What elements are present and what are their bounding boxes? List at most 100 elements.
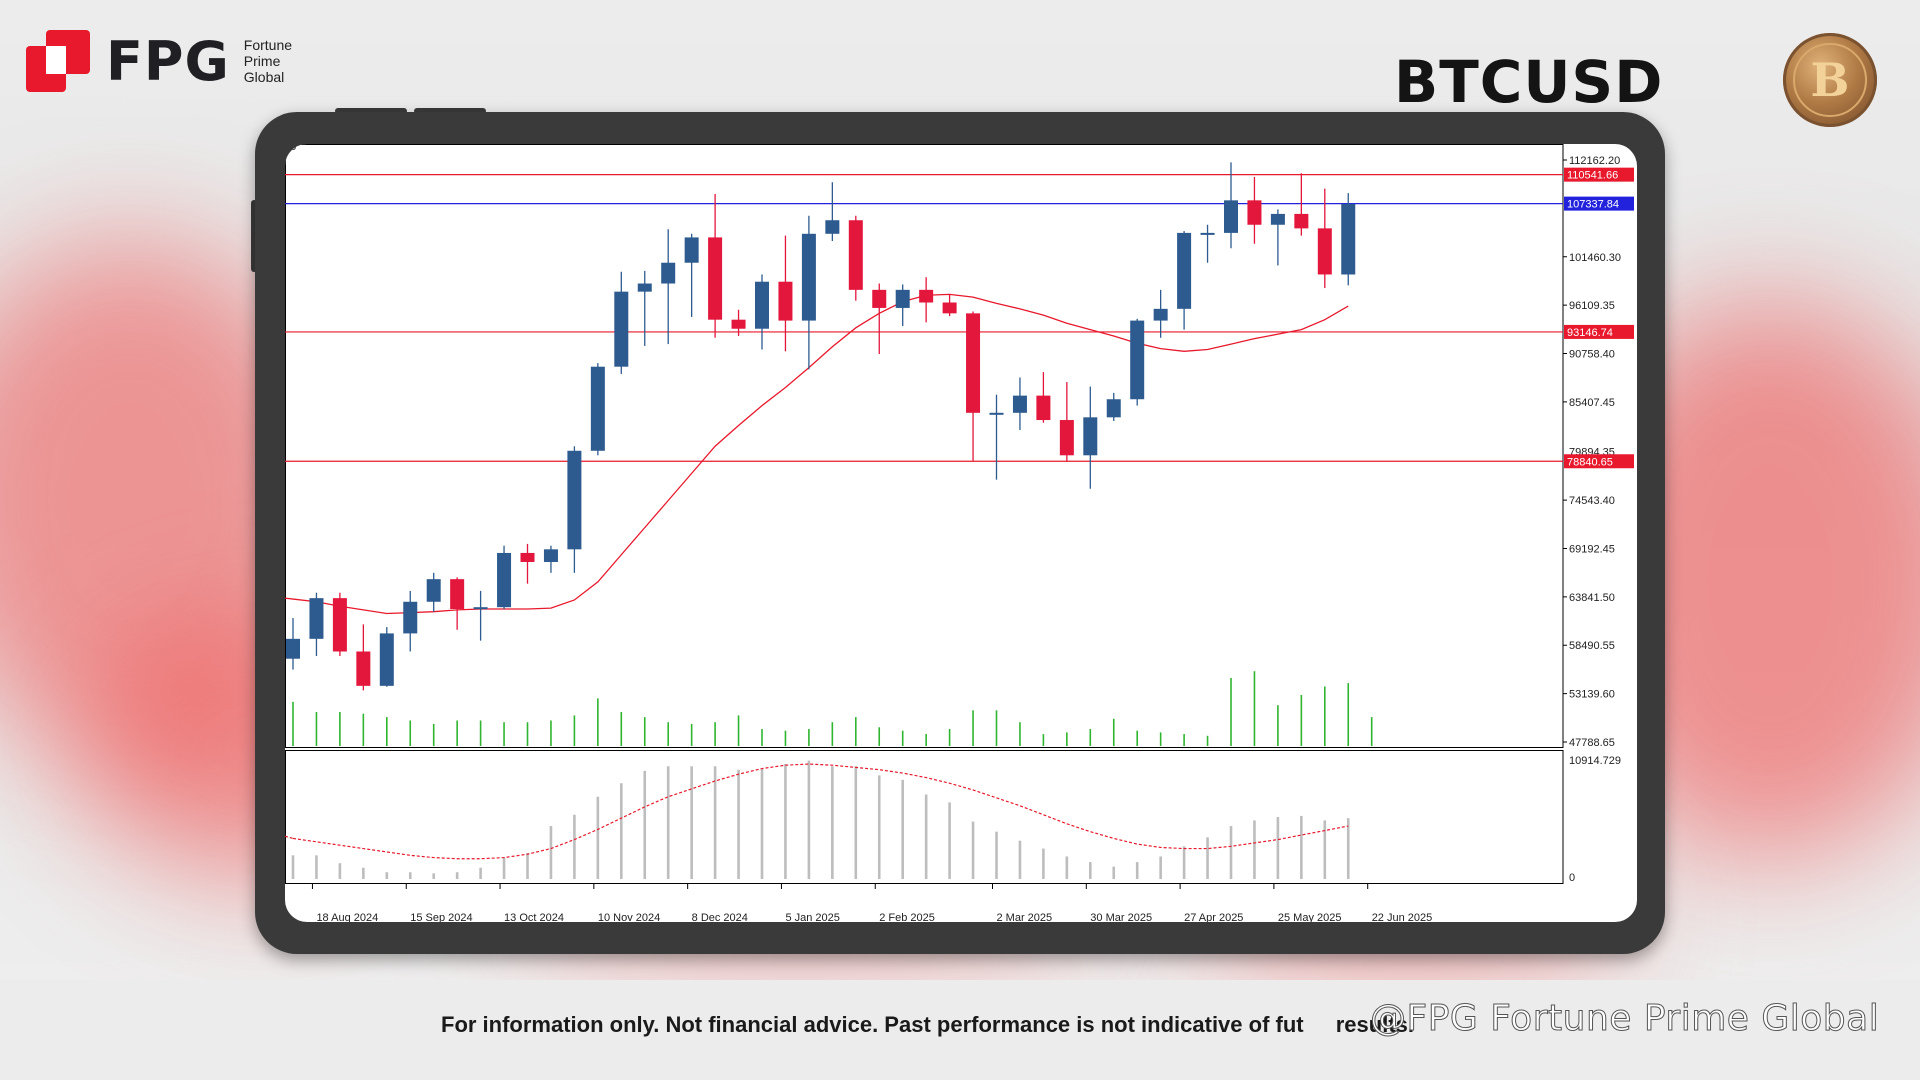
bear-candle (731, 319, 746, 329)
price-level-tag (1564, 196, 1634, 211)
price-tick-label: 47788.65 (1569, 737, 1615, 749)
date-tick-label: 15 Sep 2024 (410, 912, 472, 922)
price-tick-label: 53139.60 (1569, 689, 1615, 701)
bull-candle (637, 283, 652, 292)
bear-candle (520, 552, 535, 562)
bear-candle (708, 237, 723, 320)
bear-candle (332, 598, 347, 652)
bitcoin-coin-icon: B (1783, 33, 1877, 127)
brand-sub-line: Fortune (243, 37, 293, 53)
bear-candle (356, 651, 371, 686)
bull-candle (567, 450, 582, 550)
bull-candle (614, 291, 629, 367)
bull-candle (543, 549, 558, 562)
oscillator-pane-frame (285, 750, 1564, 884)
bear-candle (1059, 420, 1074, 456)
date-tick-label: 2 Mar 2025 (997, 912, 1053, 922)
price-level-tag (1564, 454, 1634, 469)
brand-logo: FPG Fortune Prime Global (26, 28, 292, 94)
price-tick-label: 63841.50 (1569, 592, 1615, 604)
bear-candle (1294, 213, 1309, 229)
bull-candle (590, 366, 605, 451)
date-tick-label: 30 Mar 2025 (1090, 912, 1152, 922)
bull-candle (895, 289, 910, 308)
date-tick-label: 18 Aug 2024 (316, 912, 378, 922)
price-level-tag-label: 110541.66 (1567, 170, 1618, 182)
footer-band (0, 980, 1920, 1080)
bull-candle (1341, 203, 1356, 275)
bull-candle (1177, 232, 1192, 309)
bull-candle (1130, 320, 1145, 400)
price-level-tag-label: 78840.65 (1567, 456, 1613, 468)
bull-candle (1012, 395, 1027, 413)
bull-candle (426, 579, 441, 602)
price-tick-label: 69192.45 (1569, 543, 1615, 555)
price-level-tag-label: 107337.84 (1567, 199, 1619, 211)
fpg-logo-icon (26, 28, 92, 94)
bear-candle (1317, 228, 1332, 275)
bull-candle (989, 412, 1004, 415)
bull-candle (1083, 417, 1098, 456)
bull-candle (1224, 200, 1238, 233)
oscillator-tick-label: 0 (1569, 872, 1575, 884)
disclaimer-text: For information only. Not financial advi… (441, 1012, 1414, 1038)
tablet-top-button (335, 108, 407, 114)
bull-candle (309, 598, 324, 639)
bear-candle (1036, 395, 1051, 421)
tablet-top-button (414, 108, 486, 114)
price-level-tag (1564, 324, 1634, 339)
bear-candle (919, 289, 934, 303)
brand-sub-line: Global (243, 69, 285, 85)
price-tick-label: 96109.35 (1569, 300, 1615, 312)
price-tick-label: 101460.30 (1569, 252, 1621, 264)
bull-candle (684, 237, 699, 263)
date-tick-label: 10 Nov 2024 (598, 912, 660, 922)
bear-candle (942, 302, 957, 314)
moving-average-line (292, 293, 1349, 615)
bull-candle (1200, 232, 1215, 235)
date-tick-label: 22 Jun 2025 (1372, 912, 1433, 922)
watermark-text: @FPG Fortune Prime Global (1369, 998, 1880, 1040)
tablet-side-button (251, 200, 257, 272)
brand-name: FPG (106, 29, 230, 93)
price-tick-label: 85407.45 (1569, 397, 1615, 409)
coin-glyph: B (1793, 43, 1867, 117)
bull-candle (1106, 399, 1121, 418)
date-tick-label: 5 Jan 2025 (785, 912, 839, 922)
bear-candle (778, 281, 793, 321)
price-chart: 3.60112162.20101460.3096109.3590758.4085… (285, 144, 1634, 922)
bull-candle (661, 262, 676, 284)
brand-subtitle: Fortune Prime Global (244, 37, 292, 85)
bull-candle (473, 607, 488, 610)
price-tick-label: 74543.40 (1569, 495, 1615, 507)
price-tick-label: 58490.55 (1569, 640, 1615, 652)
price-level-tag-label: 93146.74 (1567, 327, 1613, 339)
bull-candle (403, 601, 418, 634)
main-pane-frame (285, 144, 1564, 748)
bull-candle (825, 220, 840, 234)
chart-screen: 3.60112162.20101460.3096109.3590758.4085… (285, 144, 1637, 922)
bull-candle (1153, 308, 1168, 321)
bull-candle (755, 281, 769, 329)
bear-candle (848, 220, 863, 290)
symbol-title: BTCUSD (1394, 48, 1664, 116)
bear-candle (450, 579, 465, 609)
oscillator-signal-line (292, 763, 1349, 860)
disclaimer-tail: results. (1335, 1012, 1414, 1037)
bear-candle (966, 313, 981, 413)
moving-average-line (285, 597, 294, 600)
price-tick-label: 112162.20 (1569, 155, 1620, 167)
oscillator-signal-line (285, 835, 294, 840)
date-tick-label: 13 Oct 2024 (504, 912, 564, 922)
date-tick-label: 27 Apr 2025 (1184, 912, 1243, 922)
price-level-tag (1564, 167, 1634, 182)
date-tick-label: 8 Dec 2024 (692, 912, 748, 922)
bull-candle (801, 233, 816, 321)
bull-candle (379, 633, 394, 686)
bear-candle (1247, 200, 1262, 225)
bull-candle (497, 552, 512, 608)
brand-sub-line: Prime (243, 53, 281, 69)
bull-candle (286, 638, 300, 659)
bull-candle (1270, 213, 1285, 225)
disclaimer-main: For information only. Not financial advi… (441, 1012, 1304, 1037)
